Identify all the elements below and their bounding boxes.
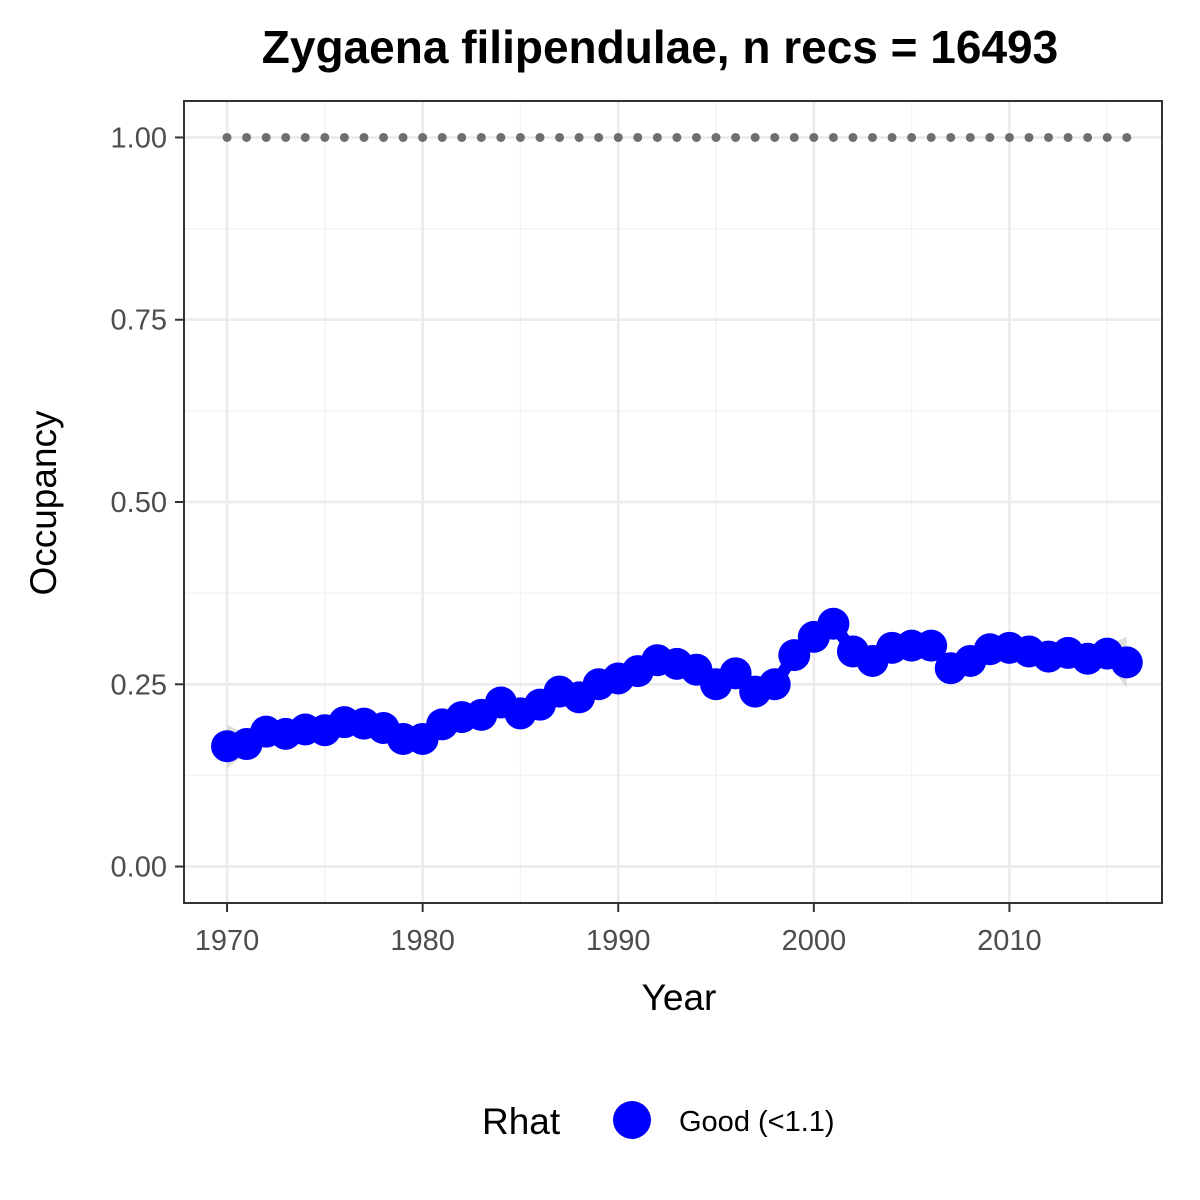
x-tick-label: 2000 — [782, 925, 847, 957]
legend-key-good — [613, 1101, 651, 1139]
reference-dot — [242, 132, 252, 142]
reference-dot — [907, 132, 917, 142]
reference-dot — [535, 132, 545, 142]
reference-dot — [789, 132, 799, 142]
reference-dot — [1063, 132, 1073, 142]
reference-dot — [476, 132, 486, 142]
reference-dot — [672, 132, 682, 142]
x-axis: 1970 1980 1990 2000 2010 — [195, 903, 1042, 957]
reference-dot — [320, 132, 330, 142]
legend-label-good: Good (<1.1) — [679, 1106, 835, 1138]
reference-dot — [1004, 132, 1014, 142]
data-point — [758, 668, 791, 701]
reference-dot — [1024, 132, 1034, 142]
reference-dot — [261, 132, 271, 142]
x-tick-label: 1970 — [195, 925, 260, 957]
reference-dot — [300, 132, 310, 142]
y-axis: 0.00 0.25 0.50 0.75 1.00 — [111, 122, 184, 884]
y-axis-title: Occupancy — [23, 410, 64, 596]
x-tick-label: 2010 — [977, 925, 1042, 957]
y-tick-label: 0.50 — [111, 487, 167, 519]
reference-dot — [515, 132, 525, 142]
reference-dot — [887, 132, 897, 142]
reference-dot — [965, 132, 975, 142]
y-tick-label: 0.00 — [111, 852, 167, 884]
data-point — [915, 629, 948, 662]
reference-dot — [633, 132, 643, 142]
reference-dot — [574, 132, 584, 142]
reference-dot — [985, 132, 995, 142]
reference-dot — [652, 132, 662, 142]
reference-dot — [379, 132, 389, 142]
reference-dot — [222, 132, 232, 142]
y-tick-label: 0.25 — [111, 669, 167, 701]
grid-lines — [184, 101, 1162, 903]
reference-dot — [691, 132, 701, 142]
x-axis-title: Year — [642, 977, 717, 1018]
reference-dot — [398, 132, 408, 142]
reference-dot — [496, 132, 506, 142]
reference-dot — [868, 132, 878, 142]
reference-dot — [281, 132, 291, 142]
legend-title: Rhat — [482, 1101, 561, 1142]
reference-dot — [339, 132, 349, 142]
reference-dot — [418, 132, 428, 142]
data-point — [817, 607, 850, 640]
reference-dot — [594, 132, 604, 142]
reference-dot — [1083, 132, 1093, 142]
reference-dot — [1122, 132, 1132, 142]
reference-dot — [1044, 132, 1054, 142]
chart-title: Zygaena filipendulae, n recs = 16493 — [262, 21, 1058, 73]
reference-dot — [809, 132, 819, 142]
reference-line — [222, 132, 1132, 142]
x-tick-label: 1980 — [390, 925, 455, 957]
reference-dot — [828, 132, 838, 142]
reference-dot — [359, 132, 369, 142]
reference-dot — [457, 132, 467, 142]
data-point — [1110, 646, 1143, 679]
reference-dot — [946, 132, 956, 142]
y-tick-label: 1.00 — [111, 122, 167, 154]
reference-dot — [731, 132, 741, 142]
reference-dot — [555, 132, 565, 142]
reference-dot — [750, 132, 760, 142]
reference-dot — [613, 132, 623, 142]
reference-dot — [848, 132, 858, 142]
legend: Rhat Good (<1.1) — [482, 1101, 835, 1142]
reference-dot — [437, 132, 447, 142]
reference-dot — [711, 132, 721, 142]
reference-dot — [770, 132, 780, 142]
occupancy-series — [211, 607, 1143, 763]
reference-dot — [1102, 132, 1112, 142]
reference-dot — [926, 132, 936, 142]
x-tick-label: 1990 — [586, 925, 651, 957]
y-tick-label: 0.75 — [111, 305, 167, 337]
